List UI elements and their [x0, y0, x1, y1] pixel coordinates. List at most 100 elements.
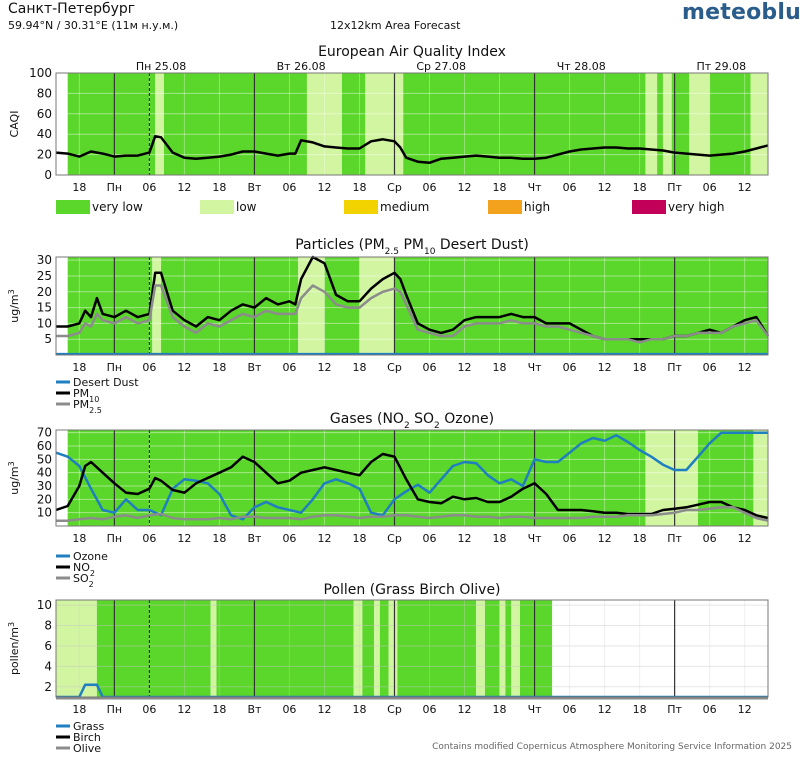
panel-title: Particles (PM2.5 PM10 Desert Dust): [295, 237, 529, 257]
x-tick-label: 18: [72, 361, 86, 374]
x-tick-label: Пт: [667, 181, 682, 194]
x-tick-label: 12: [317, 703, 331, 716]
y-tick-label: 8: [44, 619, 52, 633]
x-tick-label: 18: [72, 703, 86, 716]
x-tick-label: 18: [352, 181, 366, 194]
series-line: [56, 255, 770, 341]
y-tick-label: 40: [37, 466, 52, 480]
x-tick-label: 12: [317, 532, 331, 545]
date-label: Ср 27.08: [416, 60, 466, 73]
x-tick-label: 18: [493, 361, 507, 374]
y-tick-label: 20: [37, 148, 52, 162]
x-tick-label: Пн: [107, 361, 122, 374]
y-tick-label: 20: [37, 492, 52, 506]
x-tick-label: 12: [458, 181, 472, 194]
y-tick-label: 100: [29, 66, 52, 80]
level-band: [499, 600, 506, 697]
x-tick-label: 12: [458, 532, 472, 545]
x-tick-label: Вт: [247, 532, 262, 545]
level-band: [359, 257, 395, 355]
x-tick-label: 18: [633, 181, 647, 194]
x-tick-label: 06: [282, 181, 296, 194]
x-tick-label: Пт: [667, 532, 682, 545]
y-tick-label: 20: [37, 285, 52, 299]
level-band: [210, 600, 217, 697]
x-tick-label: 12: [177, 703, 191, 716]
meteoblue-logo[interactable]: meteoblue: [682, 0, 800, 25]
x-tick-label: Чт: [528, 532, 543, 545]
level-band: [645, 430, 698, 526]
location-coordinates: 59.94°N / 30.31°E (11м н.у.м.): [8, 19, 179, 32]
x-tick-label: Пн: [107, 532, 122, 545]
legend-label: very low: [92, 200, 143, 214]
level-band: [353, 600, 363, 697]
x-tick-label: Вт: [247, 361, 262, 374]
y-axis-label: ug/m3: [7, 461, 22, 494]
legend-swatch: [344, 200, 378, 214]
y-tick-label: 50: [37, 452, 52, 466]
series-line: [55, 134, 769, 165]
x-tick-label: Пт: [667, 703, 682, 716]
y-tick-label: 80: [37, 86, 52, 100]
x-tick-label: Ср: [387, 361, 402, 374]
y-tick-label: 25: [37, 269, 52, 283]
x-tick-label: 12: [738, 532, 752, 545]
y-tick-label: 0: [44, 168, 52, 182]
x-tick-label: Пн: [107, 703, 122, 716]
x-tick-label: 12: [317, 361, 331, 374]
x-tick-label: 12: [177, 181, 191, 194]
x-tick-label: 06: [563, 361, 577, 374]
x-tick-label: 12: [738, 703, 752, 716]
y-tick-label: 5: [44, 332, 52, 346]
legend-swatch: [632, 200, 666, 214]
x-tick-label: 06: [423, 532, 437, 545]
legend-swatch: [56, 200, 90, 214]
level-band: [484, 600, 500, 697]
copernicus-credit: Contains modified Copernicus Atmosphere …: [432, 742, 792, 752]
date-label: Пт 29.08: [696, 60, 746, 73]
x-tick-label: 18: [212, 532, 226, 545]
y-tick-label: 10: [37, 598, 52, 612]
x-tick-label: 18: [633, 361, 647, 374]
legend-swatch: [200, 200, 234, 214]
x-tick-label: 18: [633, 703, 647, 716]
y-tick-label: 6: [44, 639, 52, 653]
y-axis-label: pollen/m3: [7, 622, 22, 675]
x-tick-label: 12: [458, 703, 472, 716]
x-tick-label: Ср: [387, 703, 402, 716]
x-tick-label: Пт: [667, 361, 682, 374]
x-tick-label: Чт: [528, 181, 543, 194]
x-tick-label: 12: [738, 361, 752, 374]
x-tick-label: Вт: [247, 181, 262, 194]
chart-panel-4: 2 4 6 8 10 18 Пн 06 12 18 Вт 06 12 18 Ср 06 12 18 Чт 06 12 18…: [7, 598, 769, 716]
x-tick-label: 06: [703, 703, 717, 716]
x-tick-label: 06: [142, 361, 156, 374]
x-tick-label: 18: [493, 703, 507, 716]
y-tick-label: 60: [37, 439, 52, 453]
level-band: [56, 600, 97, 697]
x-tick-label: Вт: [247, 703, 262, 716]
level-band: [96, 600, 211, 697]
x-tick-label: 06: [142, 703, 156, 716]
level-band: [388, 600, 398, 697]
level-band: [645, 73, 658, 175]
series-line: [55, 452, 769, 520]
x-tick-label: 18: [352, 361, 366, 374]
level-band: [394, 257, 768, 355]
x-tick-label: 12: [598, 361, 612, 374]
legend-swatch: [488, 200, 522, 214]
x-tick-label: 12: [177, 532, 191, 545]
y-tick-label: 2: [44, 680, 52, 694]
y-tick-label: 4: [44, 659, 52, 673]
panel-title: Gases (NO2 SO2 Ozone): [330, 411, 494, 431]
y-tick-label: 15: [37, 301, 52, 315]
x-tick-label: 06: [142, 181, 156, 194]
x-tick-label: 06: [423, 361, 437, 374]
x-tick-label: 06: [563, 703, 577, 716]
level-band: [362, 600, 375, 697]
gases-legend-label: SO2: [73, 572, 94, 589]
level-band: [67, 257, 153, 355]
